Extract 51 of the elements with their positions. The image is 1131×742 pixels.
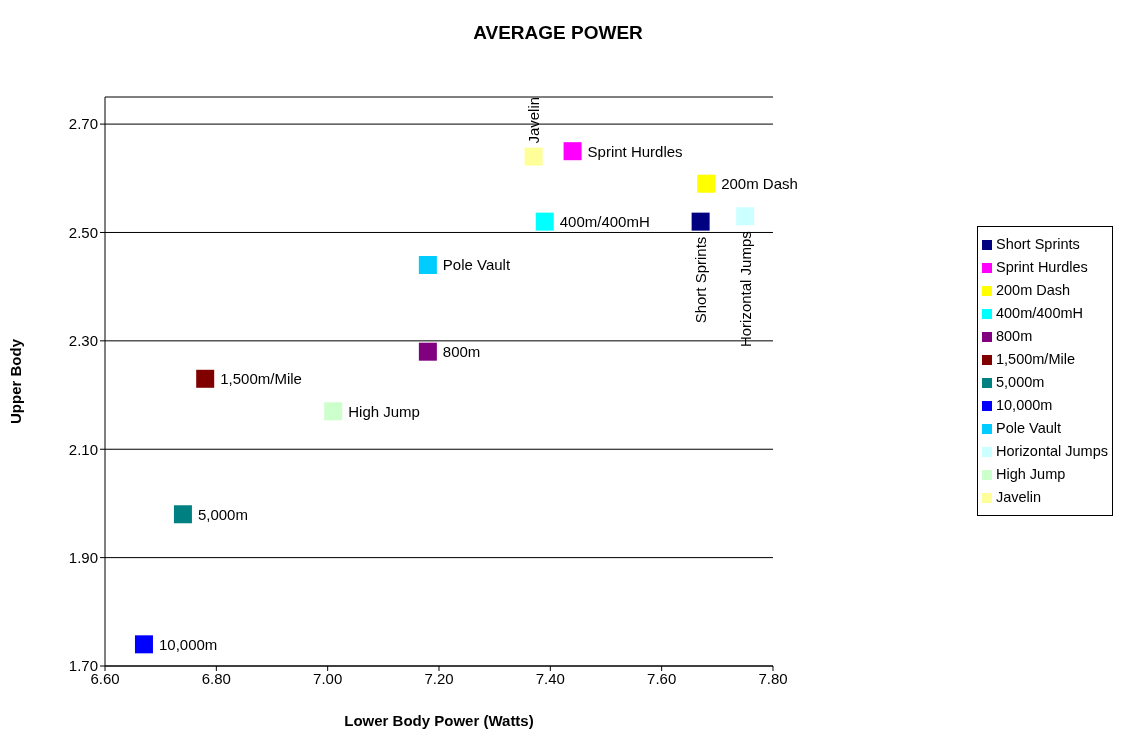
text: Pole Vault bbox=[442, 256, 511, 274]
y-tick-label: 2.70 bbox=[68, 115, 98, 133]
text: Sprint Hurdles bbox=[587, 142, 683, 160]
text: Short Sprints bbox=[692, 236, 710, 324]
legend-label: 1,500m/Mile bbox=[995, 350, 1075, 369]
point bbox=[691, 212, 710, 231]
x-tick-label: 7.80 bbox=[758, 669, 788, 687]
legend-label: Short Sprints bbox=[995, 235, 1080, 254]
text: 200m Dash bbox=[721, 175, 798, 193]
text: 400m/400mH bbox=[559, 213, 650, 231]
legend-label: Horizontal Jumps bbox=[995, 442, 1108, 461]
legend-label: Javelin bbox=[995, 488, 1042, 507]
text: 1,500m/Mile bbox=[220, 370, 302, 388]
text: 800m bbox=[442, 343, 481, 361]
legend-label: High Jump bbox=[995, 465, 1066, 484]
point bbox=[563, 142, 582, 161]
legend-label: Sprint Hurdles bbox=[995, 258, 1088, 277]
y-tick-label: 1.90 bbox=[68, 548, 98, 566]
x-tick-label: 7.60 bbox=[647, 669, 677, 687]
legend-label: 10,000m bbox=[995, 396, 1053, 415]
text: 5,000m bbox=[197, 505, 248, 523]
text: Javelin bbox=[525, 96, 543, 144]
y-tick-label: 2.50 bbox=[68, 223, 98, 241]
text: High Jump bbox=[348, 402, 420, 420]
x-tick-label: 7.00 bbox=[313, 669, 343, 687]
y-tick-label: 2.10 bbox=[68, 440, 98, 458]
legend-label: 800m bbox=[995, 327, 1033, 346]
point bbox=[134, 635, 153, 654]
text: Horizontal Jumps bbox=[736, 231, 754, 348]
point bbox=[418, 255, 437, 274]
point bbox=[324, 402, 343, 421]
point bbox=[196, 369, 215, 388]
chart-title: AVERAGE POWER bbox=[472, 22, 644, 44]
point bbox=[736, 207, 755, 226]
y-axis-title: Upper Body bbox=[7, 338, 25, 425]
legend-label: 400m/400mH bbox=[995, 304, 1084, 323]
x-axis-title: Lower Body Power (Watts) bbox=[344, 712, 534, 729]
text: 10,000m bbox=[158, 635, 218, 653]
x-tick-label: 7.20 bbox=[424, 669, 454, 687]
legend-label: Pole Vault bbox=[995, 419, 1062, 438]
x-tick-label: 7.40 bbox=[535, 669, 565, 687]
y-tick-label: 1.70 bbox=[68, 657, 98, 675]
y-tick-label: 2.30 bbox=[68, 332, 98, 350]
point bbox=[173, 505, 192, 524]
legend-label: 5,000m bbox=[995, 373, 1045, 392]
x-tick-label: 6.80 bbox=[201, 669, 231, 687]
legend-label: 200m Dash bbox=[995, 281, 1071, 300]
point bbox=[535, 212, 554, 231]
point bbox=[418, 342, 437, 361]
point bbox=[697, 174, 716, 193]
point bbox=[524, 147, 543, 166]
